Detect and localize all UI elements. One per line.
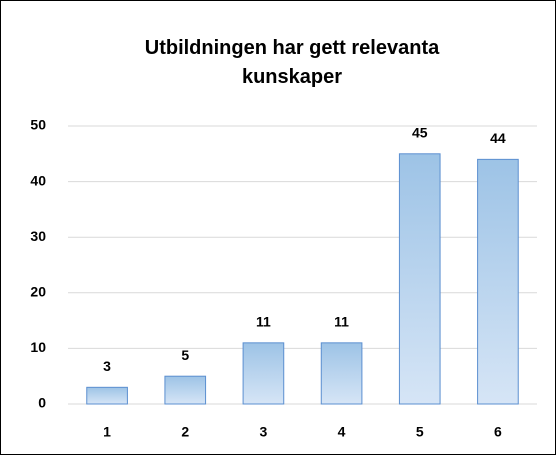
x-tick-label: 5 (416, 424, 424, 440)
y-tick-label: 40 (30, 172, 46, 188)
bar (477, 158, 519, 405)
data-label: 3 (103, 358, 111, 374)
y-tick-label: 0 (38, 395, 46, 411)
bar (164, 375, 207, 405)
data-label: 11 (334, 314, 349, 330)
data-label: 11 (256, 314, 271, 330)
y-tick-label: 20 (30, 284, 46, 300)
bar (86, 386, 128, 405)
data-label: 45 (412, 125, 428, 141)
y-tick-label: 30 (30, 228, 46, 244)
x-tick-label: 4 (338, 424, 346, 440)
y-tick-label: 50 (30, 117, 46, 133)
data-label: 44 (490, 130, 506, 146)
data-label: 5 (181, 347, 189, 363)
x-tick-label: 6 (494, 424, 502, 440)
chart-title: Utbildningen har gett relevanta kunskape… (144, 37, 440, 88)
bar (320, 342, 363, 405)
x-tick-label: 2 (181, 424, 189, 440)
x-tick-label: 3 (260, 424, 268, 440)
x-tick-label: 1 (103, 424, 111, 440)
bar (398, 153, 441, 405)
bar (242, 342, 285, 405)
y-tick-label: 10 (30, 339, 46, 355)
